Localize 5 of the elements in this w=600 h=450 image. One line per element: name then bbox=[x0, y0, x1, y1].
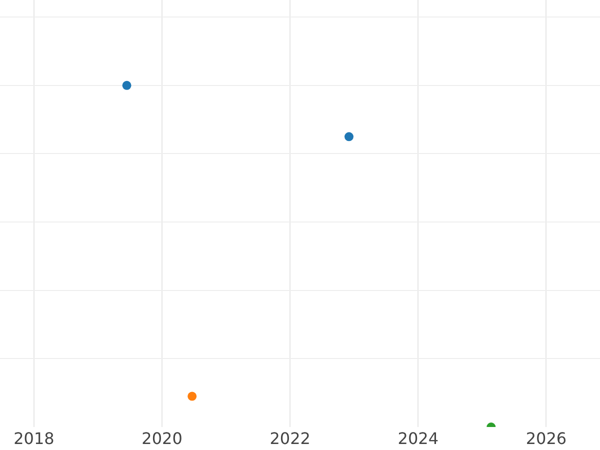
x-tick-label: 2026 bbox=[526, 429, 567, 448]
x-tick-label: 2022 bbox=[270, 429, 310, 448]
x-tick-label: 2018 bbox=[14, 429, 54, 448]
x-tick-label: 2024 bbox=[398, 429, 438, 448]
x-tick-label: 2020 bbox=[142, 429, 182, 448]
